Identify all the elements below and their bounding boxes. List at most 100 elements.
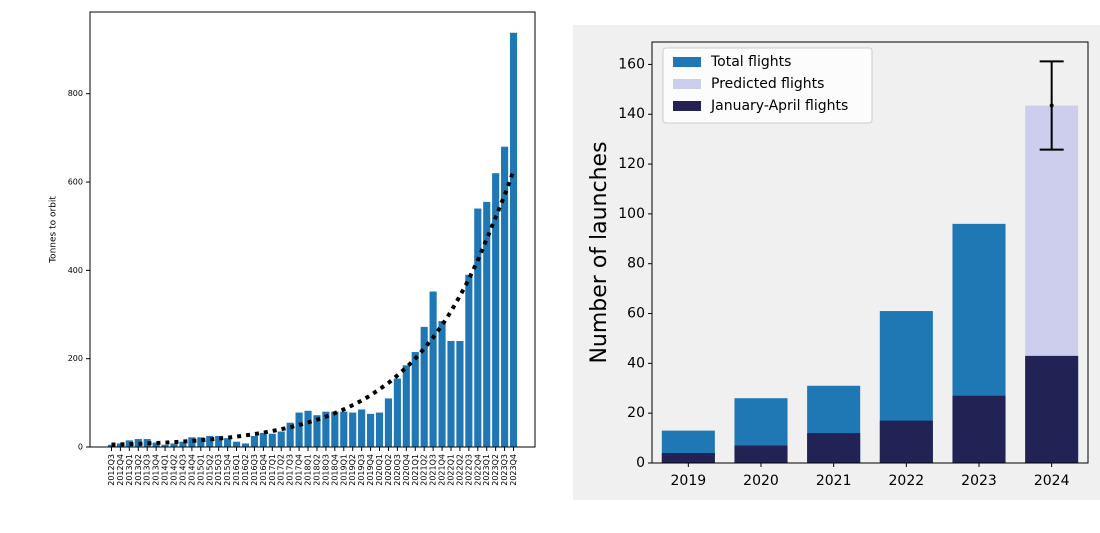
- x-tick-label: 2019Q3: [357, 454, 366, 486]
- x-tick-label: 2017Q1: [268, 454, 277, 486]
- bar: [179, 441, 187, 447]
- x-tick-label: 2017Q3: [286, 454, 295, 486]
- bar: [734, 445, 788, 463]
- x-tick-label: 2017Q4: [295, 454, 304, 486]
- x-tick-label: 2016Q2: [241, 454, 250, 486]
- x-tick-label: 2017Q2: [277, 454, 286, 486]
- x-tick-label: 2013Q4: [152, 454, 161, 486]
- y-tick-label: 0: [78, 443, 83, 452]
- bar: [188, 437, 196, 447]
- x-tick-label: 2023Q3: [500, 454, 509, 486]
- x-tick-label: 2012Q3: [107, 454, 116, 486]
- x-tick-label: 2020Q4: [402, 454, 411, 486]
- x-tick-label: 2015Q3: [214, 454, 223, 486]
- x-tick-label: 2016Q3: [250, 454, 259, 486]
- legend-label: Predicted flights: [711, 76, 824, 92]
- x-tick-label: 2023Q4: [509, 454, 518, 486]
- x-tick-label: 2022Q4: [473, 454, 482, 486]
- x-tick-label: 2018Q2: [312, 454, 321, 486]
- x-tick-label: 2020: [743, 473, 779, 489]
- x-tick-label: 2018Q4: [330, 454, 339, 486]
- x-tick-label: 2021: [816, 473, 852, 489]
- bar: [465, 274, 473, 447]
- bar: [107, 444, 116, 447]
- bar: [224, 438, 232, 447]
- bar: [125, 440, 133, 447]
- bar: [429, 291, 437, 447]
- bar: [807, 433, 861, 463]
- bar: [295, 412, 303, 447]
- bar: [501, 146, 509, 447]
- x-tick-label: 2014Q4: [187, 454, 196, 486]
- x-tick-label: 2019Q2: [348, 454, 357, 486]
- y-tick-label: 20: [627, 405, 645, 421]
- y-tick-label: 0: [636, 455, 645, 471]
- x-tick-label: 2012Q4: [116, 454, 125, 486]
- x-tick-label: 2021Q3: [429, 454, 438, 486]
- bar: [277, 431, 285, 447]
- bar: [331, 411, 339, 447]
- bar: [304, 410, 312, 447]
- x-tick-label: 2013Q2: [134, 454, 143, 486]
- y-tick-label: 120: [618, 156, 645, 172]
- bar: [661, 453, 715, 463]
- x-tick-label: 2015Q4: [223, 454, 232, 486]
- bar: [358, 409, 366, 447]
- x-tick-label: 2018Q1: [304, 454, 313, 486]
- x-tick-label: 2024: [1034, 473, 1070, 489]
- bar: [447, 341, 455, 447]
- bar: [483, 201, 491, 447]
- legend-box: [662, 47, 873, 124]
- x-tick-label: 2020Q3: [393, 454, 402, 486]
- bar: [456, 341, 464, 447]
- y-axis-label: Tonnes to orbit: [49, 196, 59, 264]
- x-tick-label: 2015Q2: [205, 454, 214, 486]
- bar: [152, 442, 160, 447]
- bar: [250, 435, 258, 447]
- x-tick-label: 2020Q2: [384, 454, 393, 486]
- bar: [402, 365, 410, 447]
- legend-swatch: [673, 57, 701, 67]
- x-tick-label: 2013Q1: [125, 454, 134, 486]
- x-tick-label: 2022Q1: [446, 454, 455, 486]
- axes-frame: [651, 41, 1089, 464]
- bar: [215, 435, 223, 447]
- y-tick-label: 80: [627, 256, 645, 272]
- legend-swatch: [673, 79, 701, 89]
- y-tick-label: 800: [68, 89, 83, 98]
- bar: [349, 412, 357, 447]
- x-tick-label: 2018Q3: [321, 454, 330, 486]
- y-tick-label: 100: [618, 206, 645, 222]
- x-tick-label: 2023Q2: [491, 454, 500, 486]
- bar: [286, 422, 294, 447]
- x-tick-label: 2019Q4: [366, 454, 375, 486]
- legend-label: Total flights: [710, 54, 791, 70]
- x-tick-label: 2023: [961, 473, 997, 489]
- y-tick-label: 140: [618, 106, 645, 122]
- y-axis-label: Number of launches: [587, 141, 612, 363]
- x-tick-label: 2021Q1: [411, 454, 420, 486]
- bar: [170, 443, 178, 447]
- x-tick-label: 2019Q1: [339, 454, 348, 486]
- bar: [232, 441, 241, 447]
- bar: [375, 412, 384, 447]
- x-tick-label: 2021Q2: [420, 454, 429, 486]
- y-tick-label: 60: [627, 306, 645, 322]
- y-tick-label: 400: [68, 266, 83, 275]
- bar: [268, 433, 276, 447]
- x-tick-label: 2022Q3: [464, 454, 473, 486]
- x-tick-label: 2013Q3: [143, 454, 152, 486]
- x-tick-label: 2022Q2: [455, 454, 464, 486]
- bar: [116, 443, 124, 447]
- x-tick-label: 2014Q2: [170, 454, 179, 486]
- bar: [143, 439, 151, 447]
- error-center: [1049, 103, 1054, 108]
- x-tick-label: 2021Q4: [438, 454, 447, 486]
- x-tick-label: 2019: [671, 473, 707, 489]
- bar: [206, 435, 214, 447]
- y-tick-label: 200: [68, 354, 83, 363]
- bar: [474, 208, 482, 447]
- legend-label: January-April flights: [710, 98, 848, 114]
